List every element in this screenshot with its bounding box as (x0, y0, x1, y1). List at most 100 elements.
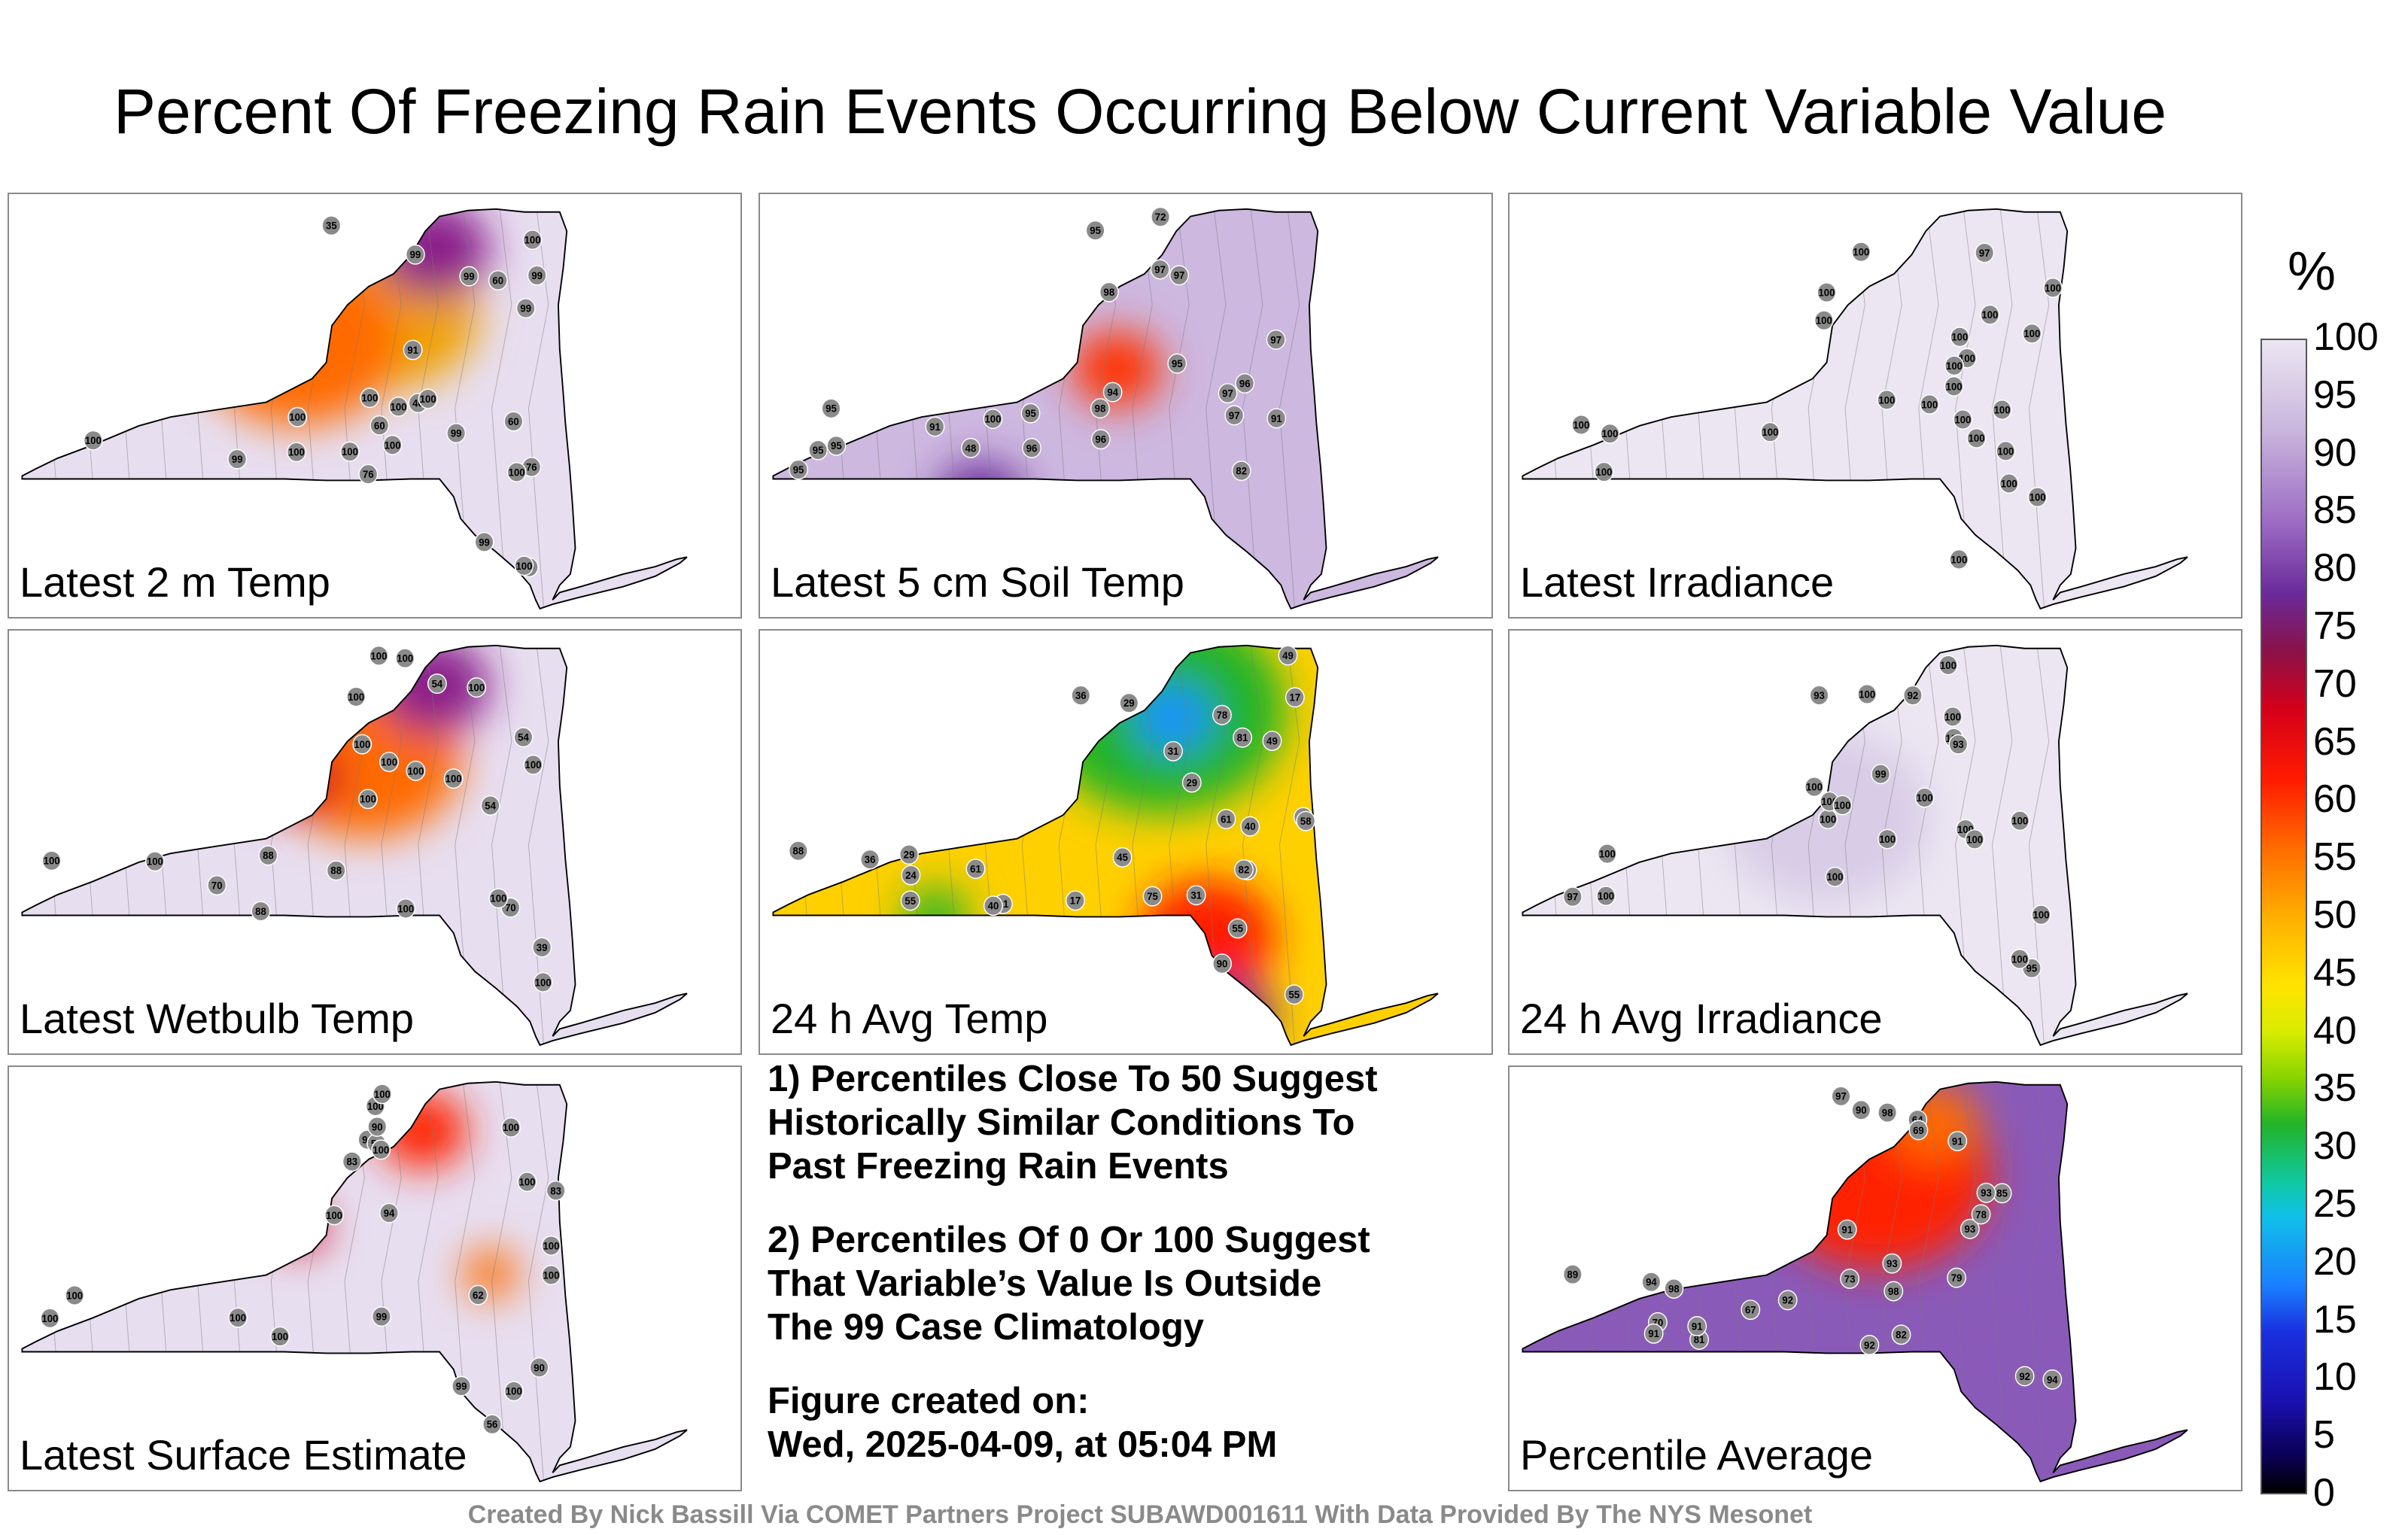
station-value: 98 (1095, 403, 1106, 414)
county-line (1698, 208, 1719, 609)
station-value: 97 (1270, 334, 1282, 345)
station-marker: 100 (1944, 355, 1964, 376)
state-map: 1008888543954705488701001001001001001001… (21, 644, 688, 1047)
station-marker: 93 (1960, 1218, 1980, 1239)
station-value: 100 (543, 1269, 559, 1281)
station-value: 100 (397, 903, 414, 914)
colorbar-tick-label: 80 (2313, 546, 2357, 591)
station-value: 100 (41, 1313, 58, 1324)
station-value: 99 (376, 1311, 388, 1322)
colorbar-tick-label: 20 (2313, 1239, 2357, 1284)
station-value: 100 (342, 446, 358, 457)
county-line (1624, 645, 1645, 1045)
station-value: 55 (1232, 923, 1243, 934)
station-marker: 97 (1831, 1086, 1851, 1107)
station-value: 100 (525, 759, 542, 771)
panel-label: Percentile Average (1520, 1431, 1874, 1479)
station-marker: 100 (541, 1235, 561, 1256)
colorbar-tick-label: 60 (2313, 777, 2357, 822)
county-line (874, 208, 895, 609)
station-value: 24 (905, 870, 917, 881)
station-marker: 100 (533, 971, 553, 992)
colorbar-tick-label: 95 (2313, 372, 2357, 417)
station-marker: 100 (1877, 389, 1897, 410)
panel-label: 24 h Avg Temp (771, 995, 1048, 1042)
station-marker: 100 (1950, 327, 1970, 348)
station-value: 95 (2026, 962, 2038, 974)
station-value: 99 (232, 454, 243, 465)
station-value: 100 (543, 1240, 559, 1251)
station-marker: 91 (1266, 408, 1287, 429)
station-value: 90 (1856, 1105, 1867, 1116)
station-marker: 100 (65, 1285, 85, 1306)
station-value: 93 (1965, 1223, 1976, 1235)
station-value: 100 (381, 756, 397, 768)
station-value: 100 (1946, 381, 1963, 392)
station-marker: 61 (965, 859, 986, 880)
station-value: 100 (1853, 246, 1869, 257)
station-marker: 97 (1266, 329, 1286, 350)
station-value: 94 (1646, 1276, 1657, 1287)
county-line (948, 208, 969, 609)
station-value: 92 (1864, 1339, 1875, 1351)
station-value: 93 (1981, 1187, 1992, 1199)
station-value: 82 (1239, 864, 1250, 875)
county-line (50, 208, 71, 609)
station-value: 100 (515, 561, 532, 572)
shaded-region (935, 462, 1026, 539)
state-fill (1522, 208, 2188, 609)
state-map: 3631315536171712292949402429616155554540… (772, 644, 1439, 1047)
county-line (1550, 208, 1571, 609)
station-marker: 100 (1980, 304, 2000, 325)
station-marker: 99 (446, 423, 467, 444)
station-value: 58 (1300, 816, 1312, 827)
station-value: 100 (1599, 848, 1616, 859)
station-marker: 100 (1920, 394, 1940, 415)
station-value: 76 (526, 461, 537, 473)
county-line (197, 645, 218, 1045)
station-value: 100 (524, 234, 541, 245)
note-percentile-extremes: 2) Percentiles Of 0 Or 100 Suggest That … (768, 1220, 1370, 1348)
station-marker: 100 (346, 686, 366, 707)
station-marker: 100 (1914, 787, 1935, 808)
station-value: 62 (473, 1290, 484, 1301)
station-marker: 49 (1262, 731, 1282, 752)
station-marker: 89 (1562, 1264, 1583, 1285)
station-marker: 99 (405, 244, 425, 265)
station-marker: 100 (388, 397, 409, 417)
station-value: 97 (1567, 891, 1579, 902)
shaded-region (1072, 331, 1163, 407)
station-value: 100 (519, 1176, 536, 1187)
county-line (491, 208, 512, 609)
station-marker: 100 (287, 406, 308, 427)
station-marker: 100 (522, 229, 543, 251)
station-marker: 98 (1664, 1278, 1684, 1299)
station-marker: 100 (514, 555, 534, 576)
station-marker: 100 (324, 1205, 345, 1226)
state-outline (21, 208, 688, 610)
station-value: 78 (1975, 1209, 1987, 1220)
state-map: 9490839962565683909910010010010010010010… (21, 1081, 688, 1483)
station-marker: 99 (515, 298, 536, 319)
station-value: 94 (384, 1208, 395, 1219)
county-line (123, 645, 144, 1045)
station-value: 89 (1567, 1269, 1579, 1280)
station-value: 97 (1229, 410, 1240, 421)
shaded-region (1133, 684, 1214, 751)
state-map: 96 95 95 95 94 91 72 95 48 95 82 98 97 96 95 97 97 95 98 97… (772, 206, 1439, 610)
state-outline (21, 644, 688, 1047)
station-marker: 100 (1996, 440, 2016, 461)
station-value: 100 (2011, 815, 2028, 826)
station-value: 67 (1745, 1304, 1756, 1315)
station-value: 100 (372, 1144, 389, 1156)
station-value: 29 (1123, 698, 1135, 709)
station-marker: 100 (541, 1265, 561, 1285)
station-marker: 100 (2022, 323, 2042, 344)
county-line (2028, 208, 2050, 609)
station-marker: 100 (41, 850, 62, 871)
station-marker: 94 (2042, 1369, 2063, 1390)
station-marker: 81 (1233, 727, 1253, 748)
station-value: 96 (1239, 378, 1251, 389)
station-marker: 17 (1066, 890, 1085, 911)
county-line (1242, 208, 1263, 609)
